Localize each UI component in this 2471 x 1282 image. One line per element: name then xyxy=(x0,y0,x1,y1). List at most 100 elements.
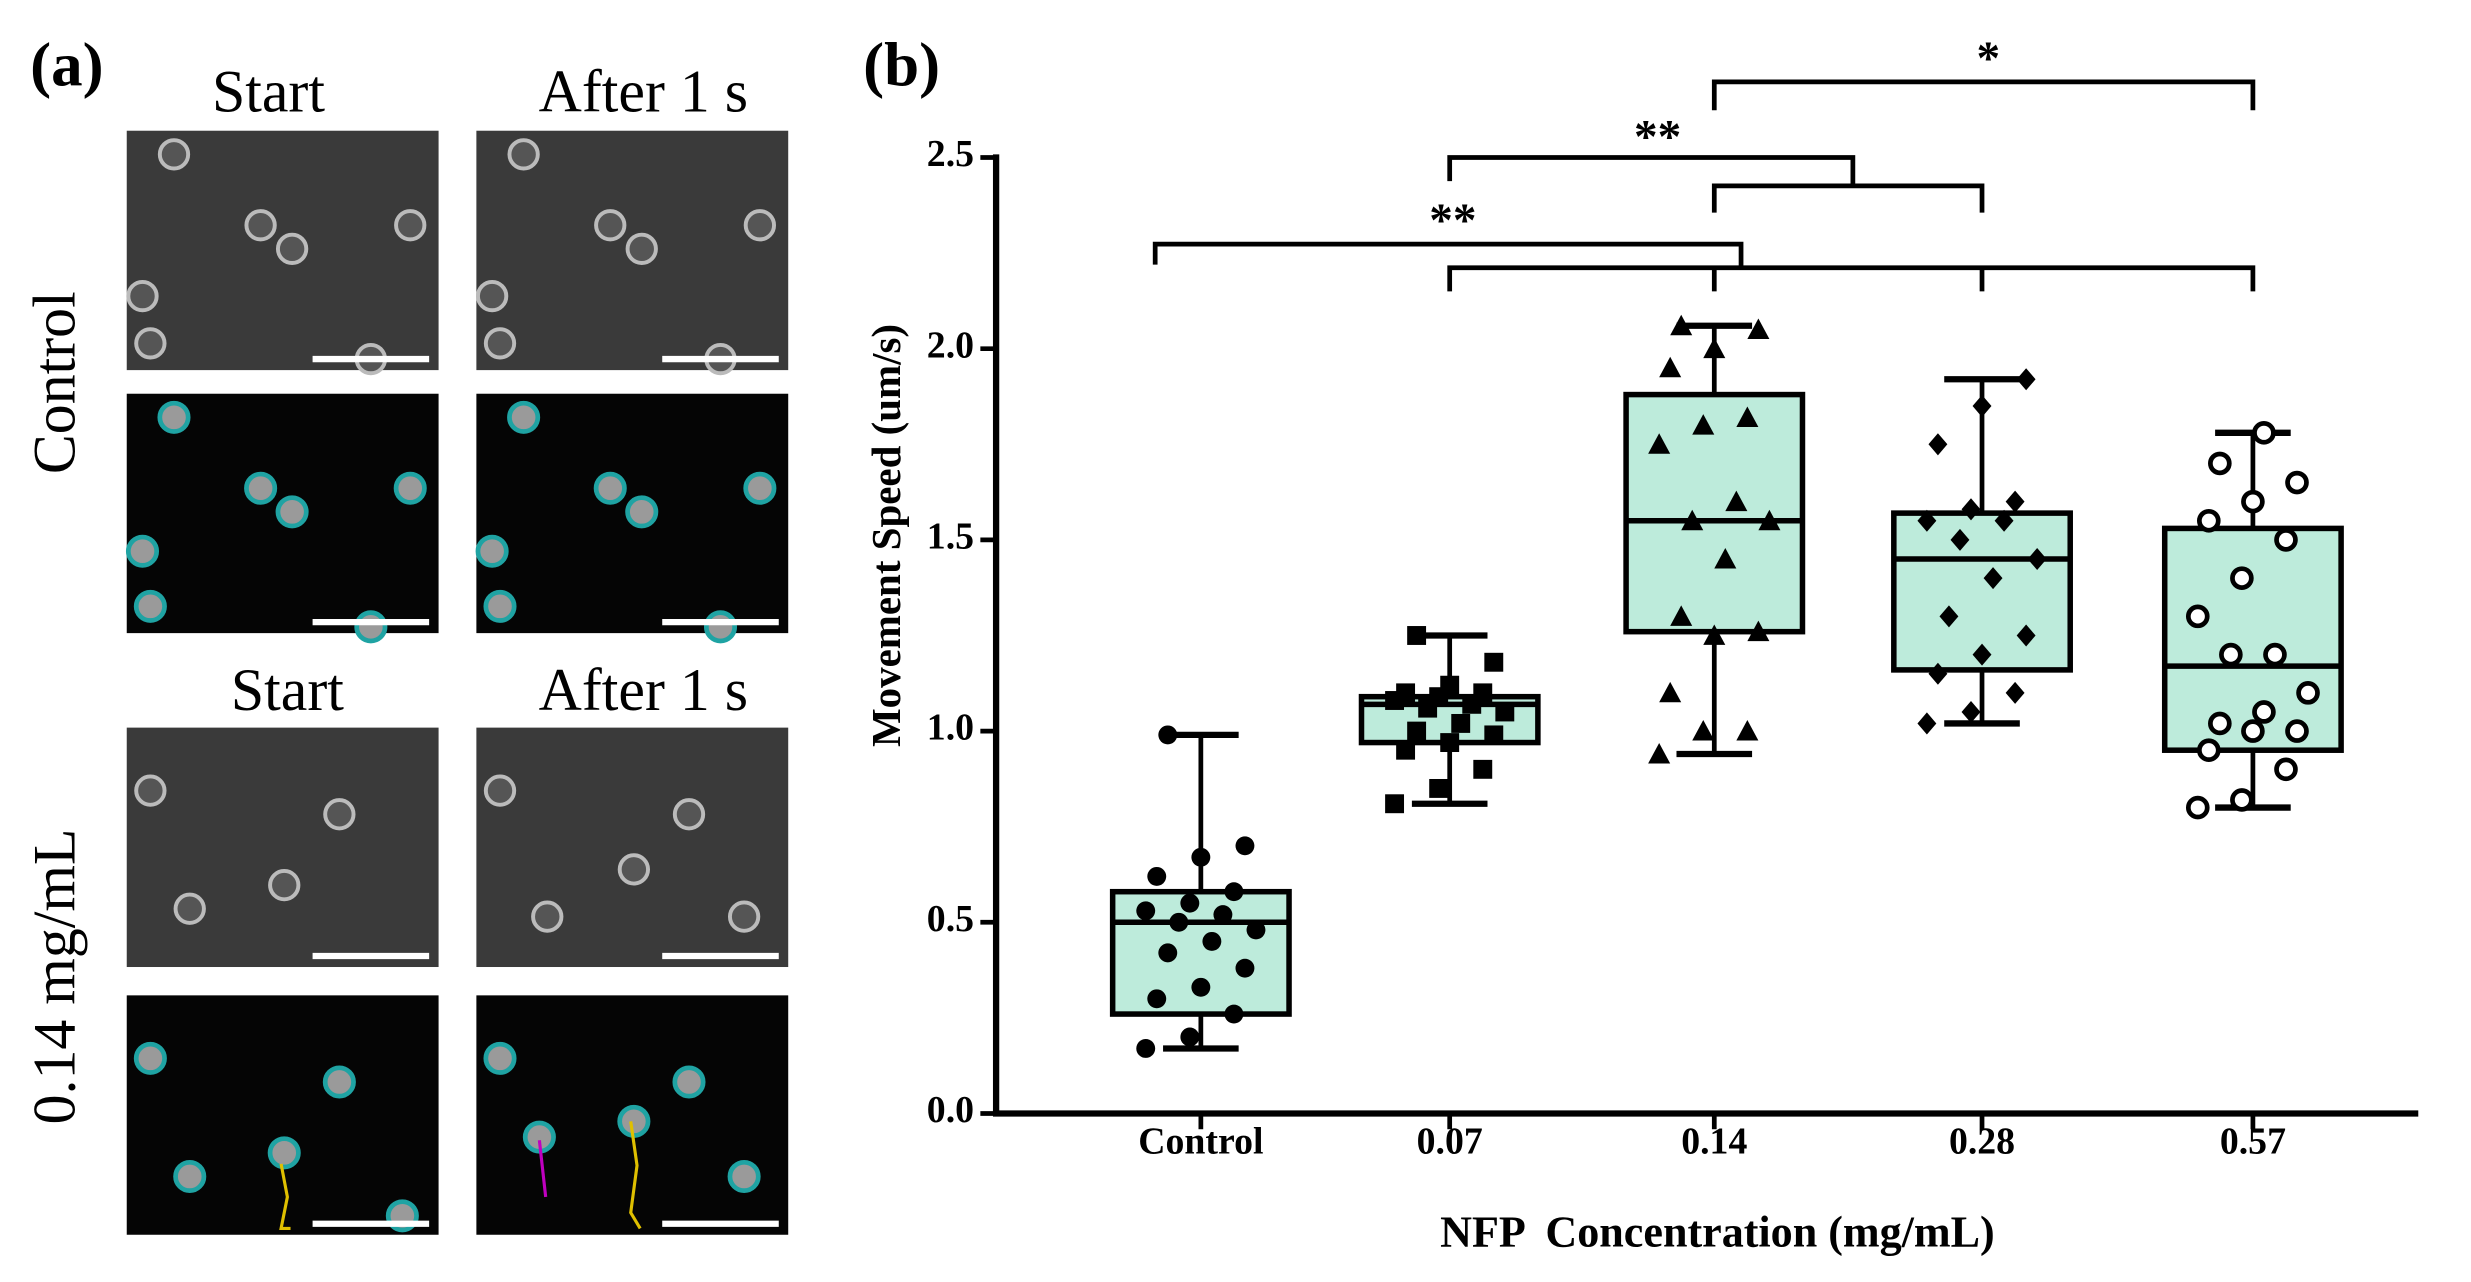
point xyxy=(1473,683,1493,703)
cell xyxy=(173,1159,207,1194)
column-title: Start xyxy=(212,58,325,124)
point xyxy=(1235,836,1255,856)
point xyxy=(1136,1039,1156,1058)
cell xyxy=(267,1136,301,1170)
point xyxy=(2185,795,2210,820)
cell xyxy=(134,327,167,360)
point xyxy=(1396,683,1416,703)
box xyxy=(1623,391,1806,635)
cell xyxy=(625,232,658,265)
point xyxy=(1972,395,1992,418)
point xyxy=(1484,725,1504,745)
cell xyxy=(393,471,427,505)
point xyxy=(1928,433,1948,456)
x-tick-label: Control xyxy=(1138,1121,1263,1163)
point xyxy=(1648,743,1671,764)
column-title: After 1 s xyxy=(539,657,748,723)
point xyxy=(2252,700,2276,724)
point xyxy=(1407,721,1427,741)
point xyxy=(1180,1027,1200,1047)
point xyxy=(1440,733,1460,753)
point xyxy=(1396,740,1416,760)
point xyxy=(1736,720,1759,741)
x-tick-label: 0.07 xyxy=(1417,1121,1483,1163)
cell xyxy=(323,798,356,831)
cell xyxy=(531,900,564,933)
point xyxy=(2274,528,2298,552)
point xyxy=(1246,920,1266,940)
point xyxy=(1747,318,1770,340)
y-tick-label: 2.5 xyxy=(927,133,974,175)
cell xyxy=(617,853,651,886)
box xyxy=(2161,525,2344,753)
point xyxy=(1703,624,1726,645)
point xyxy=(1692,414,1715,435)
point xyxy=(1758,509,1781,531)
point xyxy=(1169,912,1189,932)
point xyxy=(1213,905,1233,925)
cell xyxy=(743,471,777,505)
point xyxy=(1191,847,1211,867)
point xyxy=(1385,794,1405,814)
cell xyxy=(475,279,509,313)
micrograph xyxy=(126,727,439,968)
column-title: After 1 s xyxy=(539,58,748,124)
cell xyxy=(244,471,278,505)
point xyxy=(1180,893,1200,913)
cell xyxy=(275,232,309,265)
point xyxy=(2274,757,2298,782)
panel-a: (a) Start After 1 s Start After 1 s Cont… xyxy=(21,29,789,1235)
point xyxy=(1703,337,1726,359)
point xyxy=(2197,738,2221,763)
cell xyxy=(157,138,191,171)
point xyxy=(1191,977,1211,997)
point xyxy=(2230,788,2254,812)
cell xyxy=(703,610,738,644)
point xyxy=(1136,901,1156,921)
point xyxy=(1158,725,1178,745)
point xyxy=(2252,421,2276,445)
annotation: ** xyxy=(1634,112,1681,164)
bracket xyxy=(1447,265,2256,292)
point xyxy=(1440,675,1460,695)
point xyxy=(2197,508,2221,533)
micrograph xyxy=(126,995,439,1235)
cell xyxy=(672,798,706,831)
point xyxy=(2016,368,2036,391)
x-tick-label: 0.57 xyxy=(2220,1121,2286,1163)
point xyxy=(1429,778,1449,798)
track xyxy=(537,1140,548,1198)
cell xyxy=(617,1104,651,1138)
point xyxy=(2241,489,2265,514)
point xyxy=(1659,681,1682,703)
track xyxy=(629,1121,642,1230)
cell xyxy=(394,209,427,242)
cell xyxy=(507,138,540,171)
cell xyxy=(727,1159,761,1194)
point xyxy=(1747,620,1770,642)
point xyxy=(1692,720,1715,741)
row-label: Control xyxy=(21,291,87,474)
y-tick-label: 1.0 xyxy=(927,707,974,749)
panel-label: (a) xyxy=(30,29,103,99)
cell xyxy=(727,900,761,933)
cell xyxy=(173,892,206,925)
point xyxy=(1681,509,1704,531)
point xyxy=(1648,433,1671,454)
cell xyxy=(594,209,627,242)
point xyxy=(1670,314,1693,336)
point xyxy=(1714,547,1737,569)
annotation: ** xyxy=(1429,195,1476,247)
cell xyxy=(157,400,191,434)
point xyxy=(2241,719,2265,743)
x-tick-label: 0.14 xyxy=(1681,1121,1747,1163)
cell xyxy=(125,534,160,568)
panel-label: (b) xyxy=(863,29,940,99)
point xyxy=(1235,958,1255,978)
cell xyxy=(322,1065,356,1099)
y-tick-label: 0.5 xyxy=(927,898,974,940)
point xyxy=(1725,490,1748,512)
point xyxy=(1917,712,1937,735)
point xyxy=(1917,509,1937,532)
